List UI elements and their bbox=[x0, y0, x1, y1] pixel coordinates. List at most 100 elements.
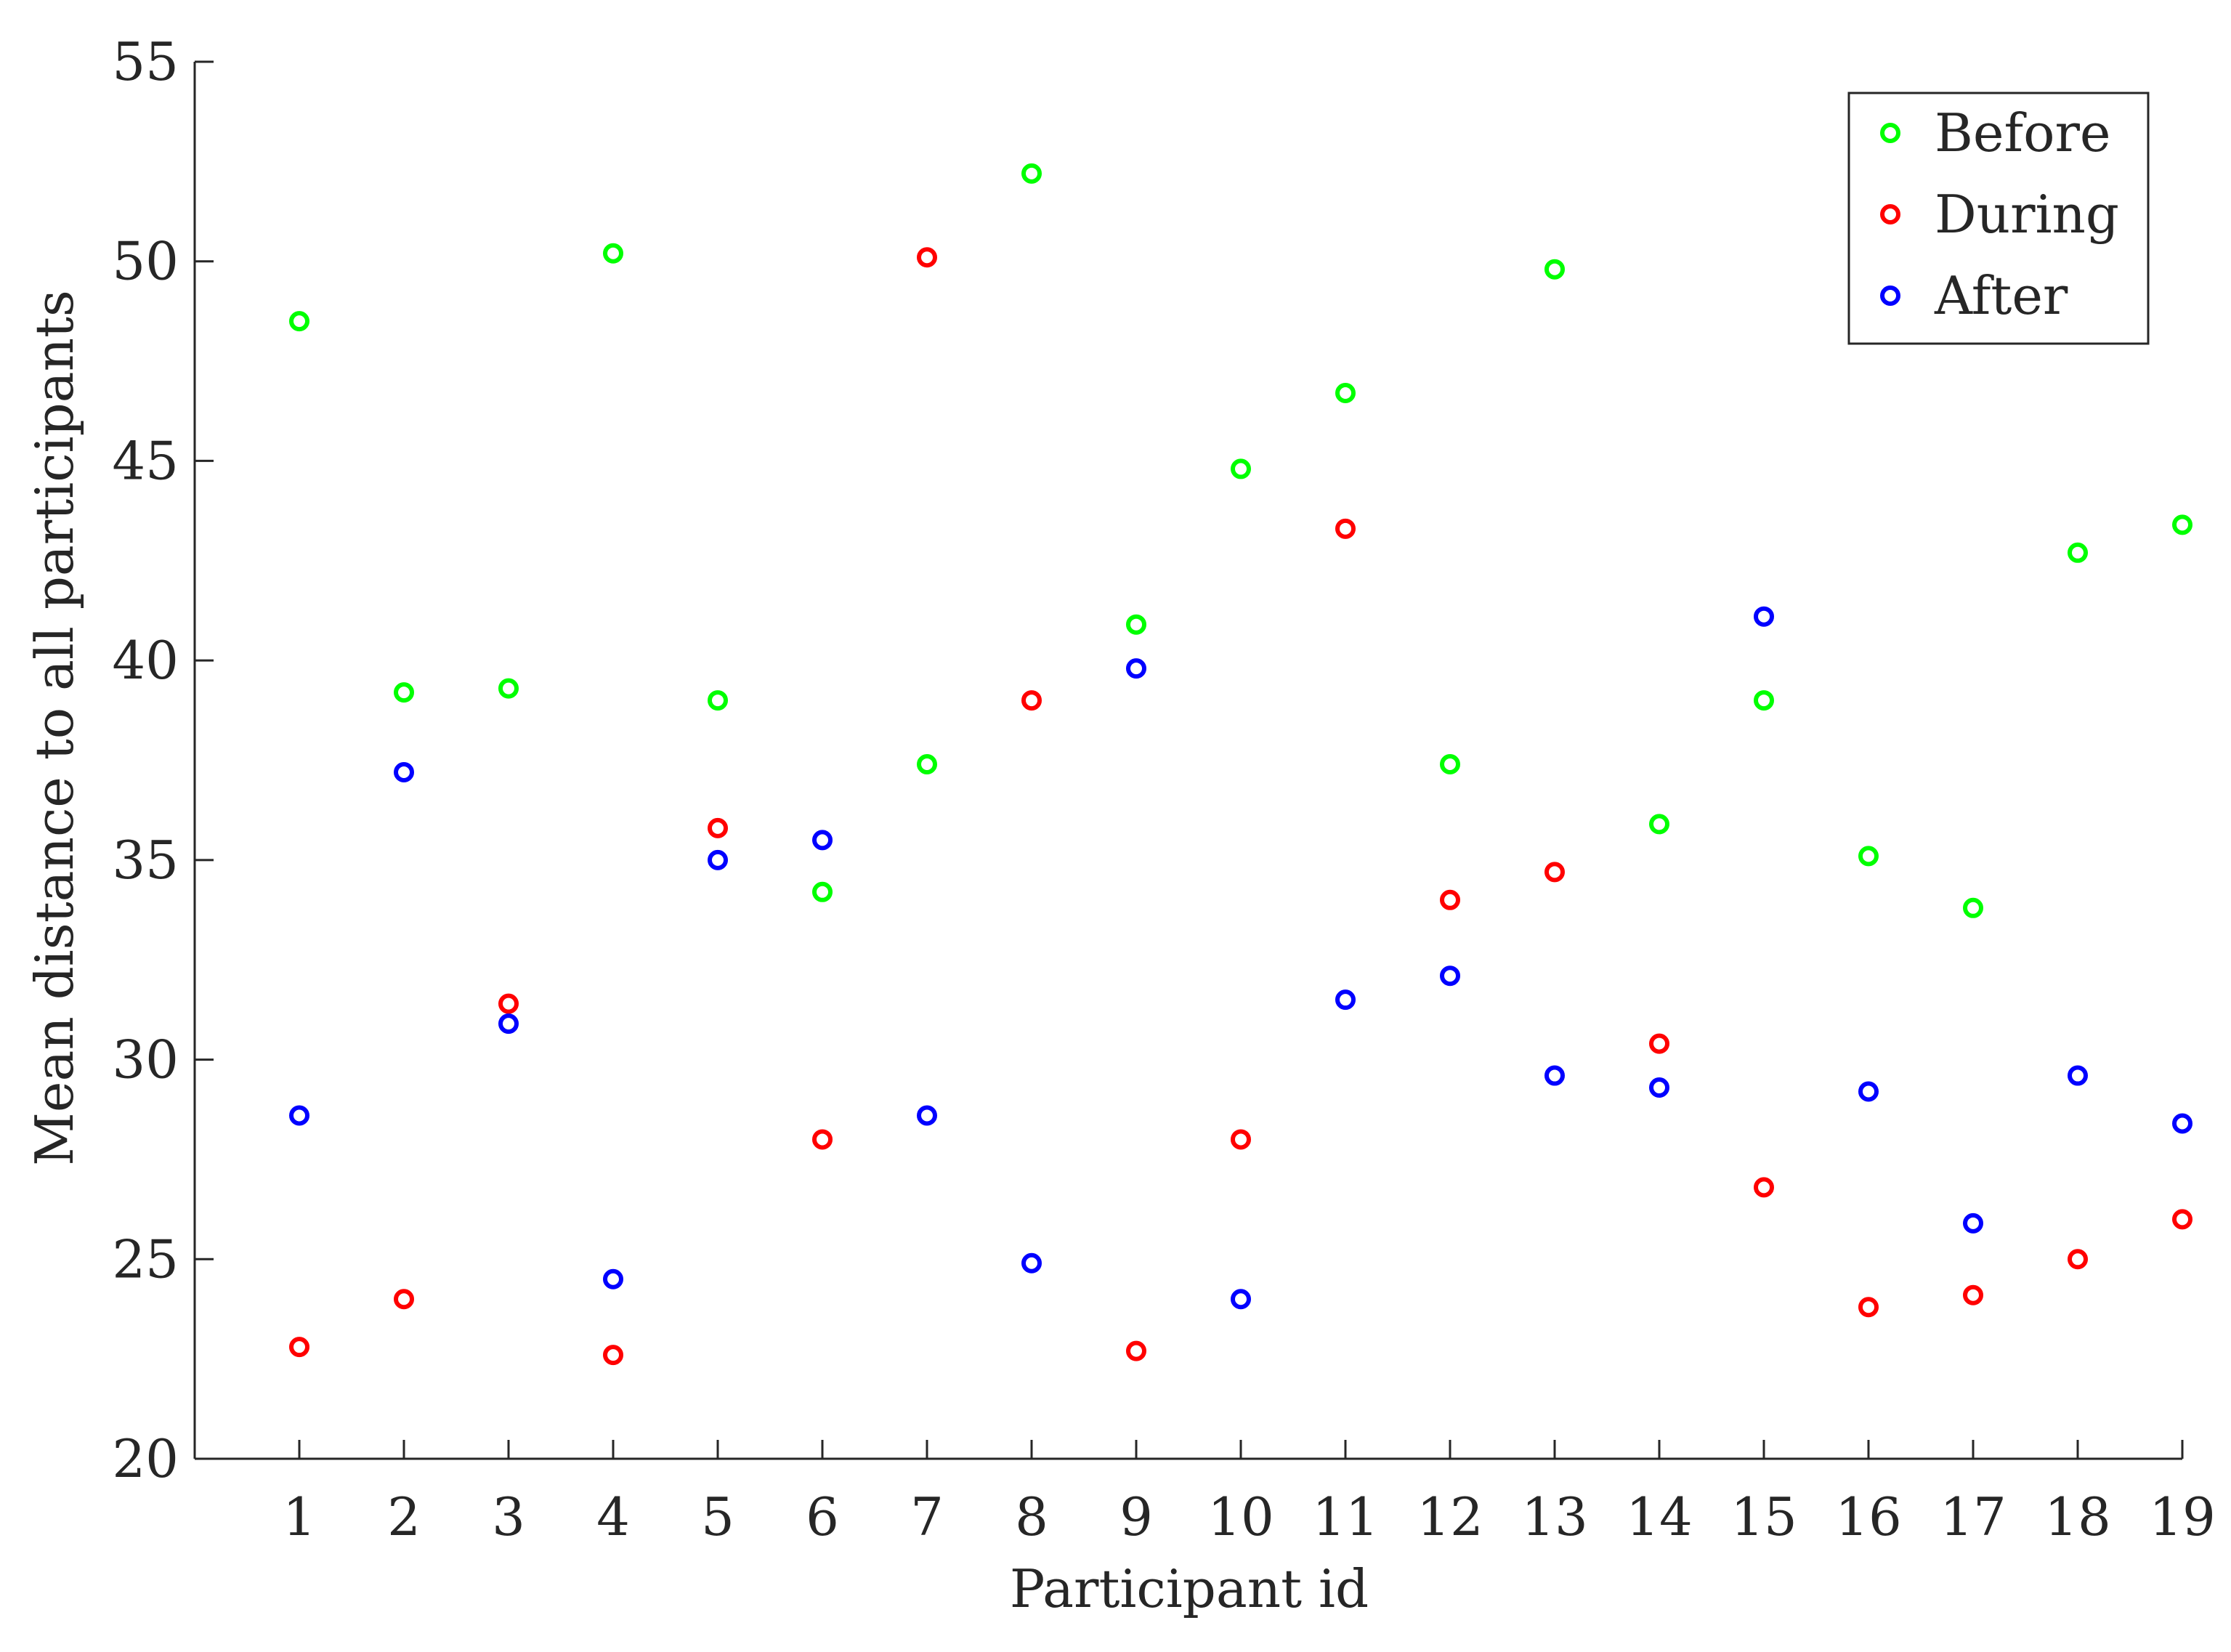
data-point-during bbox=[1858, 1297, 1879, 1318]
data-point-during bbox=[812, 1129, 833, 1150]
x-tick-label: 6 bbox=[806, 1486, 839, 1547]
series-during bbox=[289, 247, 2192, 1366]
data-point-during bbox=[289, 1337, 309, 1358]
data-point-before bbox=[498, 678, 519, 699]
data-point-after bbox=[394, 761, 414, 782]
data-point-after bbox=[1335, 989, 1356, 1011]
x-tick-label: 10 bbox=[1207, 1486, 1274, 1547]
data-point-before bbox=[1963, 897, 1983, 918]
legend-label-during: During bbox=[1935, 184, 2119, 245]
data-point-after bbox=[1126, 658, 1146, 679]
data-point-after bbox=[708, 849, 728, 870]
data-point-before bbox=[1649, 814, 1669, 835]
data-point-before bbox=[1231, 458, 1251, 479]
data-point-before bbox=[917, 753, 937, 774]
data-point-during bbox=[1963, 1284, 1983, 1305]
data-point-after bbox=[1440, 965, 1460, 987]
y-tick-label: 30 bbox=[112, 1029, 179, 1090]
data-point-before bbox=[708, 690, 728, 711]
data-point-before bbox=[1126, 614, 1146, 635]
data-point-during bbox=[603, 1345, 623, 1366]
legend-marker-after bbox=[1880, 286, 1900, 306]
y-tick-label: 20 bbox=[112, 1428, 179, 1489]
series-after bbox=[289, 606, 2192, 1310]
data-point-during bbox=[2172, 1209, 2192, 1230]
data-point-after bbox=[1858, 1081, 1879, 1102]
x-tick-label: 4 bbox=[596, 1486, 630, 1547]
x-tick-label: 15 bbox=[1730, 1486, 1797, 1547]
plot-area bbox=[289, 163, 2192, 1366]
y-tick-label: 40 bbox=[112, 630, 179, 691]
x-tick-label: 5 bbox=[701, 1486, 734, 1547]
x-axis-label: Participant id bbox=[1010, 1558, 1369, 1619]
y-tick-label: 25 bbox=[112, 1228, 179, 1289]
data-point-before bbox=[1754, 690, 1774, 711]
legend-label-before: Before bbox=[1935, 102, 2111, 163]
data-point-during bbox=[1126, 1340, 1146, 1361]
data-point-during bbox=[1544, 862, 1565, 883]
data-point-after bbox=[1963, 1212, 1983, 1234]
series-before bbox=[289, 163, 2192, 918]
y-tick-label: 55 bbox=[112, 31, 179, 92]
legend-label-after: After bbox=[1934, 265, 2068, 326]
data-point-before bbox=[289, 311, 309, 332]
data-point-after bbox=[1231, 1289, 1251, 1310]
data-point-before bbox=[1440, 753, 1460, 774]
x-tick-label: 12 bbox=[1417, 1486, 1483, 1547]
x-tick-label: 19 bbox=[2149, 1486, 2216, 1547]
data-point-after bbox=[498, 1013, 519, 1034]
data-point-before bbox=[2172, 514, 2192, 535]
data-point-after bbox=[917, 1105, 937, 1126]
y-axis-label: Mean distance to all participants bbox=[24, 290, 85, 1166]
x-tick-label: 13 bbox=[1521, 1486, 1588, 1547]
x-tick-label: 1 bbox=[283, 1486, 316, 1547]
legend: Before During After bbox=[1847, 92, 2150, 345]
data-point-before bbox=[2068, 542, 2088, 563]
data-point-during bbox=[1231, 1129, 1251, 1150]
legend-marker-before bbox=[1880, 123, 1900, 143]
data-point-before bbox=[1021, 163, 1042, 184]
data-point-during bbox=[394, 1289, 414, 1310]
data-point-during bbox=[708, 817, 728, 838]
x-tick-label: 16 bbox=[1835, 1486, 1902, 1547]
x-tick-label: 14 bbox=[1626, 1486, 1693, 1547]
data-point-before bbox=[812, 881, 833, 902]
y-tick-label: 35 bbox=[112, 830, 179, 891]
data-point-after bbox=[1754, 606, 1774, 627]
data-point-after bbox=[1649, 1077, 1669, 1098]
x-tick-label: 7 bbox=[910, 1486, 944, 1547]
data-point-before bbox=[394, 682, 414, 703]
data-point-during bbox=[498, 993, 519, 1014]
y-tick-label: 45 bbox=[112, 430, 179, 491]
data-point-after bbox=[1544, 1065, 1565, 1086]
data-point-during bbox=[1754, 1177, 1774, 1198]
data-point-after bbox=[2068, 1065, 2088, 1086]
data-point-after bbox=[812, 830, 833, 851]
data-point-during bbox=[1335, 518, 1356, 539]
data-point-before bbox=[1335, 383, 1356, 404]
x-tick-label: 9 bbox=[1119, 1486, 1153, 1547]
x-tick-label: 18 bbox=[2044, 1486, 2111, 1547]
data-point-during bbox=[1021, 690, 1042, 711]
data-point-before bbox=[603, 243, 623, 264]
x-tick-label: 11 bbox=[1312, 1486, 1379, 1547]
x-tick-label: 2 bbox=[387, 1486, 421, 1547]
data-point-during bbox=[1440, 889, 1460, 910]
x-tick-label: 8 bbox=[1015, 1486, 1048, 1547]
data-point-during bbox=[917, 247, 937, 268]
x-tick-label: 17 bbox=[1940, 1486, 2007, 1547]
data-point-after bbox=[1021, 1252, 1042, 1274]
y-tick-label: 50 bbox=[112, 231, 179, 292]
legend-marker-during bbox=[1880, 204, 1900, 224]
x-tick-label: 3 bbox=[492, 1486, 525, 1547]
data-point-after bbox=[603, 1268, 623, 1289]
data-point-after bbox=[289, 1105, 309, 1126]
data-point-before bbox=[1544, 259, 1565, 280]
data-point-after bbox=[2172, 1113, 2192, 1134]
data-point-during bbox=[2068, 1249, 2088, 1270]
data-point-during bbox=[1649, 1033, 1669, 1054]
data-point-before bbox=[1858, 846, 1879, 867]
